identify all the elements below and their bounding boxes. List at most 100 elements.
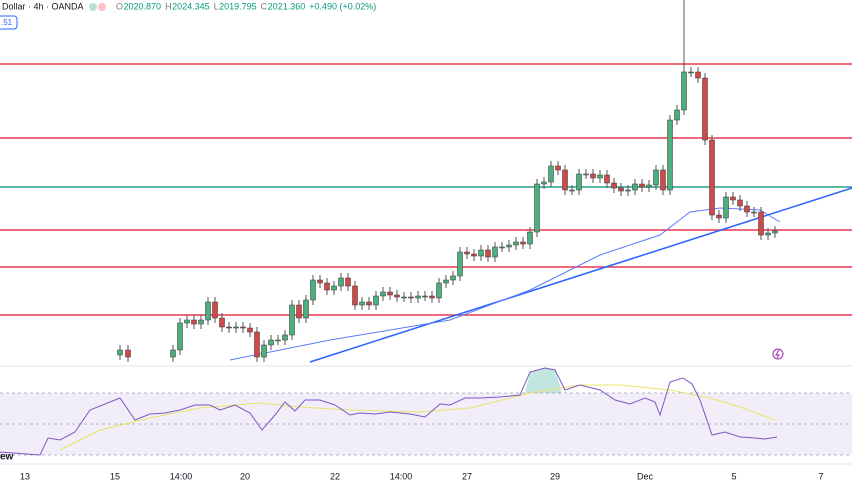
candle-body: [758, 211, 764, 236]
candle-body: [716, 214, 722, 219]
candle-body: [709, 139, 715, 216]
candle-body: [177, 322, 183, 351]
candle-body: [765, 232, 771, 236]
candle-body: [289, 304, 295, 336]
candle-body: [625, 189, 631, 192]
candle-body: [751, 211, 757, 214]
candle-body: [331, 285, 337, 291]
candle-body: [247, 327, 253, 333]
candle-body: [576, 173, 582, 191]
candle-body: [688, 71, 694, 74]
candle-body: [429, 295, 435, 299]
candle-body: [674, 109, 680, 121]
candle-body: [667, 119, 673, 191]
ohlc-value: 2021.360: [268, 1, 306, 11]
candles: [117, 0, 778, 362]
candle-body: [457, 251, 463, 277]
candle-body: [373, 295, 379, 306]
candle-body: [317, 279, 323, 284]
candle-body: [191, 319, 197, 325]
candle-body: [366, 301, 372, 306]
ohlc-value: 2024.345: [172, 1, 210, 11]
status-dot: [89, 3, 97, 11]
event-icon[interactable]: [772, 348, 784, 360]
candle-body: [394, 294, 400, 298]
time-label: 13: [20, 471, 30, 481]
candle-body: [219, 317, 225, 328]
candle-body: [184, 319, 190, 324]
time-label: 7: [818, 471, 823, 481]
candle-body: [604, 174, 610, 184]
candle-body: [730, 196, 736, 201]
time-label: 20: [240, 471, 250, 481]
candle-body: [296, 304, 302, 319]
rsi-overbought-fill: [525, 368, 562, 393]
rsi-line: [0, 367, 778, 456]
candle-body: [541, 181, 547, 185]
price-tag: [0, 15, 18, 30]
time-axis: 13 15 14:00 20 22 14:00 27 29 Dec 5 7: [20, 471, 824, 481]
time-label: 14:00: [170, 471, 193, 481]
time-label: Dec: [637, 471, 654, 481]
candle-body: [275, 339, 281, 342]
candle-body: [268, 339, 274, 346]
candle-body: [653, 169, 659, 186]
candle-body: [401, 296, 407, 299]
time-label: 29: [550, 471, 560, 481]
time-label: 22: [330, 471, 340, 481]
candle-body: [254, 331, 260, 358]
candle-body: [338, 277, 344, 287]
candle-body: [436, 282, 442, 299]
candle-body: [450, 275, 456, 281]
candle-body: [261, 344, 267, 358]
ohlc-label: H: [165, 1, 172, 11]
candle-body: [415, 295, 421, 299]
change: +0.490 (+0.02%): [309, 1, 376, 11]
candle-body: [478, 249, 484, 257]
candle-body: [660, 169, 666, 191]
candle-body: [681, 71, 687, 111]
time-label: 27: [462, 471, 472, 481]
candle-body: [499, 246, 505, 249]
candle-body: [569, 189, 575, 192]
status-dot: [98, 3, 106, 11]
candle-body: [744, 205, 750, 213]
candle-body: [310, 279, 316, 301]
candle-body: [646, 184, 652, 188]
candle-body: [506, 244, 512, 248]
candle-body: [772, 230, 778, 234]
candle-body: [324, 282, 330, 291]
ohlc-label: C: [261, 1, 268, 11]
candle-body: [520, 241, 526, 245]
candle-body: [282, 334, 288, 341]
ohlc: O 2020.870 H 2024.345 L 2019.795 C 2021.360: [116, 1, 305, 11]
symbol: Dollar · 4h · OANDA: [2, 1, 84, 11]
candle-body: [303, 299, 309, 319]
candle-body: [471, 253, 477, 257]
candle-body: [170, 349, 176, 358]
candle-body: [562, 169, 568, 191]
price-tag-text: .51: [1, 18, 13, 27]
candle-body: [226, 326, 232, 329]
time-label: 14:00: [390, 471, 413, 481]
candle-body: [555, 165, 561, 171]
candle-body: [597, 174, 603, 179]
candle-body: [695, 71, 701, 79]
candle-body: [387, 291, 393, 296]
pane-label: ew: [0, 452, 14, 463]
candle-body: [737, 199, 743, 207]
candle-body: [527, 231, 533, 245]
ohlc-label: L: [214, 1, 219, 11]
candle-body: [359, 301, 365, 306]
ohlc-value: 2019.795: [219, 1, 257, 11]
candle-body: [723, 196, 729, 219]
candle-body: [205, 301, 211, 321]
candle-body: [534, 183, 540, 233]
candle-body: [464, 251, 470, 255]
candle-body: [408, 296, 414, 299]
time-label: 5: [731, 471, 736, 481]
candle-body: [485, 249, 491, 258]
rsi-ma: [59, 384, 776, 451]
